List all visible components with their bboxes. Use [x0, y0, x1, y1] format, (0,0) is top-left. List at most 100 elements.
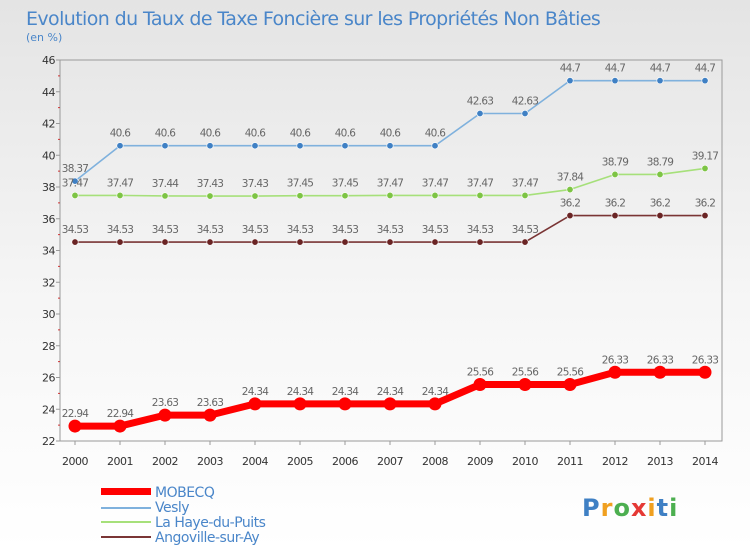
data-point-angoville-sur-ay [251, 238, 259, 246]
data-point-angoville-sur-ay [116, 238, 124, 246]
plot-border [59, 59, 723, 442]
data-label-mobecq: 24.34 [242, 386, 270, 398]
data-label-la-haye-du-puits: 37.47 [512, 177, 539, 189]
data-point-vesly [251, 142, 259, 150]
y-axis: 22 24 26 28 30 32 34 36 38 40 42 44 46 [42, 54, 60, 448]
data-label-mobecq: 23.63 [152, 397, 179, 409]
data-label-mobecq: 24.34 [332, 386, 360, 398]
logo-letter: i [647, 494, 656, 522]
data-point-la-haye-du-puits [521, 191, 529, 199]
data-label-la-haye-du-puits: 37.47 [107, 177, 134, 189]
data-point-mobecq [608, 365, 622, 379]
data-label-angoville-sur-ay: 34.53 [287, 224, 314, 236]
data-label-vesly: 40.6 [380, 128, 402, 140]
data-point-mobecq [203, 408, 217, 422]
data-label-mobecq: 25.56 [557, 366, 585, 378]
data-point-la-haye-du-puits [71, 191, 79, 199]
data-point-mobecq [563, 377, 577, 391]
data-label-angoville-sur-ay: 34.53 [467, 224, 494, 236]
data-label-la-haye-du-puits: 37.47 [467, 177, 494, 189]
data-label-la-haye-du-puits: 37.84 [557, 172, 585, 184]
y-tick-label: 28 [42, 340, 55, 353]
y-tick-label: 24 [42, 403, 55, 416]
data-label-angoville-sur-ay: 34.53 [377, 224, 404, 236]
data-point-la-haye-du-puits [341, 192, 349, 200]
data-label-angoville-sur-ay: 34.53 [62, 224, 89, 236]
x-tick-label: 2008 [422, 455, 448, 468]
legend-item-mobecq[interactable]: MOBECQ [101, 485, 215, 501]
series-angoville-sur-ay [71, 212, 709, 246]
data-point-mobecq [428, 397, 442, 411]
data-point-angoville-sur-ay [431, 238, 439, 246]
data-label-vesly: 40.6 [155, 128, 177, 140]
data-point-la-haye-du-puits [296, 192, 304, 200]
data-point-mobecq [338, 397, 352, 411]
data-point-vesly [71, 177, 79, 185]
x-tick-label: 2013 [647, 455, 673, 468]
x-tick-label: 2002 [152, 455, 178, 468]
logo-letter: r [601, 494, 614, 522]
data-point-angoville-sur-ay [656, 212, 664, 220]
y-tick-label: 30 [42, 308, 55, 321]
x-tick-label: 2000 [62, 455, 88, 468]
data-label-mobecq: 26.33 [647, 354, 674, 366]
data-label-la-haye-du-puits: 39.17 [692, 150, 719, 162]
data-point-vesly [476, 109, 484, 117]
x-tick-label: 2012 [602, 455, 628, 468]
data-point-mobecq [473, 377, 487, 391]
logo-letter: t [657, 494, 669, 522]
data-point-la-haye-du-puits [431, 191, 439, 199]
data-label-la-haye-du-puits: 37.47 [377, 177, 404, 189]
data-point-vesly [701, 77, 709, 85]
legend-item-vesly[interactable]: Vesly [101, 500, 190, 516]
logo-letter: x [631, 494, 647, 522]
logo-letter: o [613, 494, 631, 522]
data-point-mobecq [698, 365, 712, 379]
chart-subtitle: (en %) [26, 31, 62, 44]
x-tick-label: 2005 [287, 455, 313, 468]
data-point-la-haye-du-puits [476, 191, 484, 199]
data-point-la-haye-du-puits [701, 164, 709, 172]
data-label-mobecq: 25.56 [467, 366, 495, 378]
data-point-la-haye-du-puits [656, 170, 664, 178]
data-point-mobecq [248, 397, 262, 411]
data-point-la-haye-du-puits [206, 192, 214, 200]
legend-item-la-haye-du-puits[interactable]: La Haye-du-Puits [101, 515, 266, 531]
data-label-angoville-sur-ay: 34.53 [197, 224, 224, 236]
data-label-vesly: 42.63 [467, 95, 494, 107]
series-la-haye-du-puits [71, 164, 709, 200]
data-point-vesly [656, 77, 664, 85]
data-point-angoville-sur-ay [386, 238, 394, 246]
data-point-mobecq [68, 419, 82, 433]
series-mobecq [68, 365, 712, 433]
data-label-la-haye-du-puits: 37.45 [287, 178, 314, 190]
data-point-angoville-sur-ay [476, 238, 484, 246]
data-point-la-haye-du-puits [611, 170, 619, 178]
legend-item-angoville-sur-ay[interactable]: Angoville-sur-Ay [101, 530, 260, 546]
x-tick-label: 2003 [197, 455, 223, 468]
x-tick-label: 2001 [107, 455, 133, 468]
data-label-la-haye-du-puits: 38.79 [602, 156, 629, 168]
data-label-vesly: 44.7 [560, 63, 581, 75]
data-label-la-haye-du-puits: 37.47 [62, 177, 89, 189]
y-tick-label: 26 [42, 372, 55, 385]
data-point-vesly [161, 142, 169, 150]
y-tick-label: 46 [42, 54, 55, 67]
data-label-la-haye-du-puits: 37.45 [332, 178, 359, 190]
y-tick-label: 34 [42, 245, 55, 258]
data-label-angoville-sur-ay: 34.53 [422, 224, 449, 236]
data-label-vesly: 40.6 [245, 128, 267, 140]
data-label-la-haye-du-puits: 37.43 [242, 178, 269, 190]
data-label-angoville-sur-ay: 34.53 [152, 224, 179, 236]
legend-swatch-mobecq [101, 488, 151, 495]
data-point-angoville-sur-ay [341, 238, 349, 246]
x-axis: 2000 2001 2002 2003 2004 2005 2006 2007 2008 2009… [62, 441, 719, 468]
data-point-mobecq [113, 419, 127, 433]
y-tick-label: 32 [42, 276, 55, 289]
data-labels: 22.94 22.94 23.63 23.63 24.34 24.34 24.34 24.34… [62, 63, 719, 420]
logo-letter: P [582, 494, 601, 522]
data-label-vesly: 44.7 [695, 63, 716, 75]
data-label-mobecq: 23.63 [197, 397, 224, 409]
data-label-angoville-sur-ay: 34.53 [242, 224, 269, 236]
logo-letter: i [669, 494, 678, 522]
